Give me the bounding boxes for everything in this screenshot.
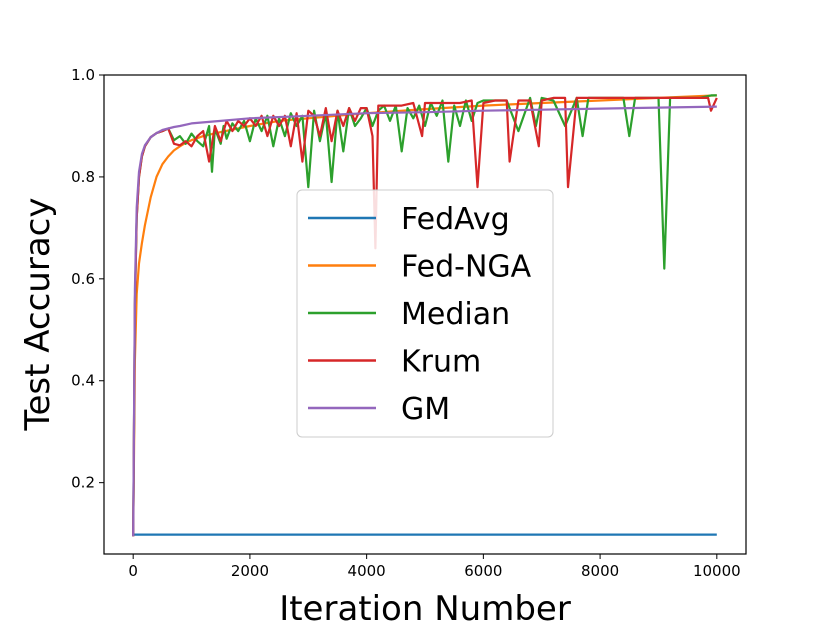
x-tick-label: 0 [128,562,138,580]
legend-label: Fed-NGA [401,250,532,285]
plot-series-group [132,94,718,537]
x-axis: 0 2000 4000 6000 8000 10000 [128,554,741,580]
y-axis-title: Test Accuracy [18,198,58,432]
y-tick-label: 0.2 [71,474,95,492]
series-line-fed-nga [132,94,717,537]
series-line-gm [132,105,717,537]
legend-label: FedAvg [401,202,510,237]
y-tick-label: 0.4 [71,372,95,390]
y-tick-label: 0.6 [71,270,95,288]
legend-label: Krum [401,345,481,380]
plot-frame [103,74,747,555]
legend-label: Median [401,297,510,332]
x-tick-label: 6000 [464,562,502,580]
x-tick-label: 2000 [231,562,269,580]
legend-label: GM [401,392,450,427]
x-tick-label: 4000 [348,562,386,580]
x-axis-title: Iteration Number [279,589,571,623]
y-tick-label: 0.8 [71,168,95,186]
y-axis: 0.2 0.4 0.6 0.8 1.0 [71,66,104,492]
y-tick-label: 1.0 [71,66,95,84]
series-line-krum [132,96,718,537]
legend-box [296,189,554,438]
legend: FedAvg Fed-NGA Median Krum GM [296,189,554,438]
x-tick-label: 10000 [693,562,741,580]
x-tick-label: 8000 [581,562,619,580]
